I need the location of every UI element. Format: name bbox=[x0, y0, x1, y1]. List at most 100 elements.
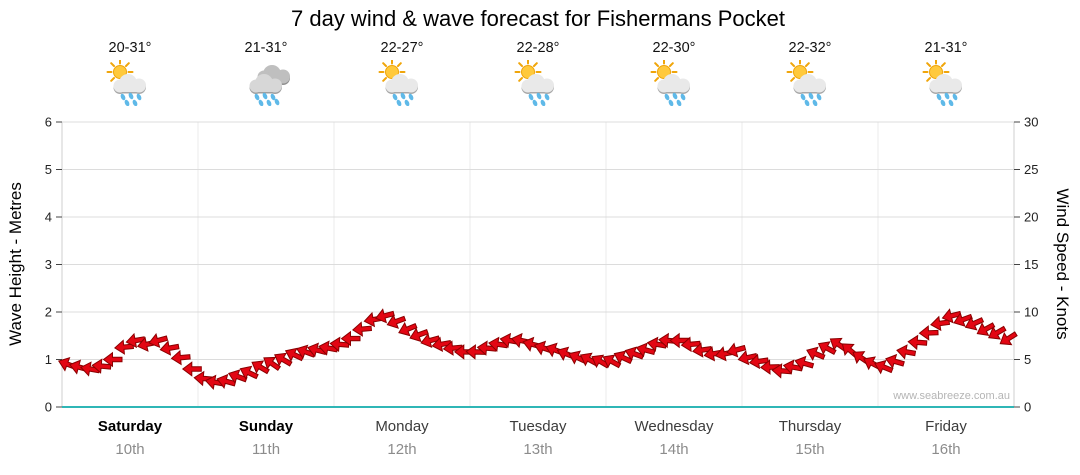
day-label: Wednesday bbox=[634, 418, 714, 435]
wind-arrow bbox=[953, 312, 973, 327]
wind-arrow bbox=[340, 330, 361, 347]
day-forecast-sunday: 21-31° bbox=[198, 40, 334, 108]
wind-arrow bbox=[964, 316, 985, 331]
day-forecast-friday: 21-31° bbox=[878, 40, 1014, 108]
day-date-label: 11th bbox=[251, 441, 281, 458]
wind-arrow bbox=[635, 342, 656, 358]
left-tick-label: 1 bbox=[45, 352, 52, 367]
wind-arrow bbox=[91, 358, 112, 374]
wind-arrow bbox=[274, 352, 293, 367]
day-icon-wrap bbox=[742, 58, 878, 108]
wind-arrow bbox=[976, 322, 996, 336]
day-forecast-wednesday: 22-30° bbox=[606, 40, 742, 108]
wind-arrow bbox=[431, 336, 452, 352]
day-temp-range: 21-31° bbox=[244, 40, 288, 56]
wind-arrow bbox=[748, 353, 769, 370]
day-forecast-tuesday: 22-28° bbox=[470, 40, 606, 108]
day-date-label: 14th bbox=[659, 441, 689, 458]
watermark-text: www.seabreeze.com.au bbox=[893, 390, 1010, 402]
wind-arrow bbox=[148, 332, 169, 349]
wind-arrow bbox=[251, 360, 270, 375]
day-date-label: 16th bbox=[931, 441, 961, 458]
wind-arrow bbox=[759, 359, 780, 375]
right-tick-label: 10 bbox=[1024, 305, 1038, 320]
day-icon-wrap bbox=[62, 58, 198, 108]
left-tick-label: 4 bbox=[45, 210, 52, 225]
wind-arrow bbox=[409, 327, 429, 343]
day-label: Monday bbox=[375, 418, 429, 435]
left-tick-label: 0 bbox=[45, 400, 52, 415]
day-icon-wrap bbox=[606, 58, 742, 108]
day-icon-wrap bbox=[334, 58, 470, 108]
wind-arrow bbox=[692, 342, 713, 358]
wind-arrow bbox=[907, 334, 928, 351]
day-temp-range: 22-32° bbox=[788, 40, 832, 56]
day-label: Saturday bbox=[97, 418, 163, 435]
chart-title: 7 day wind & wave forecast for Fisherman… bbox=[291, 6, 785, 31]
weather-icon-clouds-rain bbox=[249, 65, 290, 107]
wind-arrow bbox=[874, 359, 894, 375]
wind-arrow bbox=[988, 325, 1007, 340]
right-tick-label: 15 bbox=[1024, 257, 1038, 272]
wind-arrow bbox=[352, 321, 372, 337]
day-date-label: 13th bbox=[523, 441, 553, 458]
right-tick-label: 20 bbox=[1024, 210, 1038, 225]
left-tick-label: 6 bbox=[45, 115, 52, 130]
day-forecast-thursday: 22-32° bbox=[742, 40, 878, 108]
wind-arrow bbox=[885, 353, 905, 369]
weather-icon-sun-cloud-rain bbox=[378, 58, 418, 107]
day-icon-wrap bbox=[198, 60, 334, 108]
day-icon-wrap bbox=[470, 58, 606, 108]
wind-arrow bbox=[239, 365, 259, 380]
day-forecast-saturday: 20-31° bbox=[62, 40, 198, 108]
day-label: Thursday bbox=[778, 418, 842, 435]
day-icon-wrap bbox=[878, 58, 1014, 108]
day-date-label: 10th bbox=[115, 441, 145, 458]
day-temp-range: 20-31° bbox=[108, 40, 152, 56]
right-tick-label: 0 bbox=[1024, 400, 1031, 415]
wind-arrow bbox=[375, 308, 395, 324]
wind-arrow bbox=[999, 331, 1018, 346]
wind-arrow bbox=[170, 349, 191, 366]
wind-arrows bbox=[57, 308, 1018, 390]
wind-arrow bbox=[386, 314, 407, 329]
wind-arrow bbox=[159, 340, 180, 356]
right-tick-label: 30 bbox=[1024, 115, 1038, 130]
left-tick-label: 2 bbox=[45, 305, 52, 320]
wind-arrow bbox=[794, 355, 815, 371]
wind-arrow bbox=[726, 342, 747, 358]
wind-arrow bbox=[896, 344, 917, 360]
wind-arrow bbox=[737, 349, 758, 366]
day-forecast-monday: 22-27° bbox=[334, 40, 470, 108]
day-date-label: 15th bbox=[795, 441, 825, 458]
day-date-label: 12th bbox=[387, 441, 417, 458]
wind-arrow bbox=[398, 321, 418, 337]
wind-arrow bbox=[125, 332, 146, 349]
wind-arrow bbox=[181, 361, 202, 377]
wind-arrow bbox=[680, 336, 701, 353]
wind-arrow bbox=[193, 370, 214, 387]
day-label: Sunday bbox=[238, 418, 294, 435]
right-tick-label: 5 bbox=[1024, 352, 1031, 367]
wind-arrow bbox=[669, 332, 690, 349]
left-tick-label: 5 bbox=[45, 162, 52, 177]
left-tick-label: 3 bbox=[45, 257, 52, 272]
weather-icon-sun-cloud-rain bbox=[922, 58, 962, 107]
wind-arrow bbox=[420, 332, 441, 349]
weather-icon-sun-cloud-rain bbox=[650, 58, 690, 107]
day-temp-range: 22-28° bbox=[516, 40, 560, 56]
day-temp-range: 22-27° bbox=[380, 40, 424, 56]
wind-arrow bbox=[442, 340, 463, 356]
day-label: Friday bbox=[925, 418, 967, 435]
wind-arrow bbox=[102, 351, 123, 368]
day-temp-range: 22-30° bbox=[652, 40, 696, 56]
right-tick-label: 25 bbox=[1024, 162, 1038, 177]
weather-icon-sun-cloud-rain bbox=[514, 58, 554, 107]
weather-icon-sun-cloud-rain bbox=[106, 58, 146, 107]
day-label: Tuesday bbox=[509, 418, 567, 435]
wind-arrow bbox=[918, 325, 939, 341]
weather-icon-sun-cloud-rain bbox=[786, 58, 826, 107]
wind-arrow bbox=[941, 308, 962, 324]
